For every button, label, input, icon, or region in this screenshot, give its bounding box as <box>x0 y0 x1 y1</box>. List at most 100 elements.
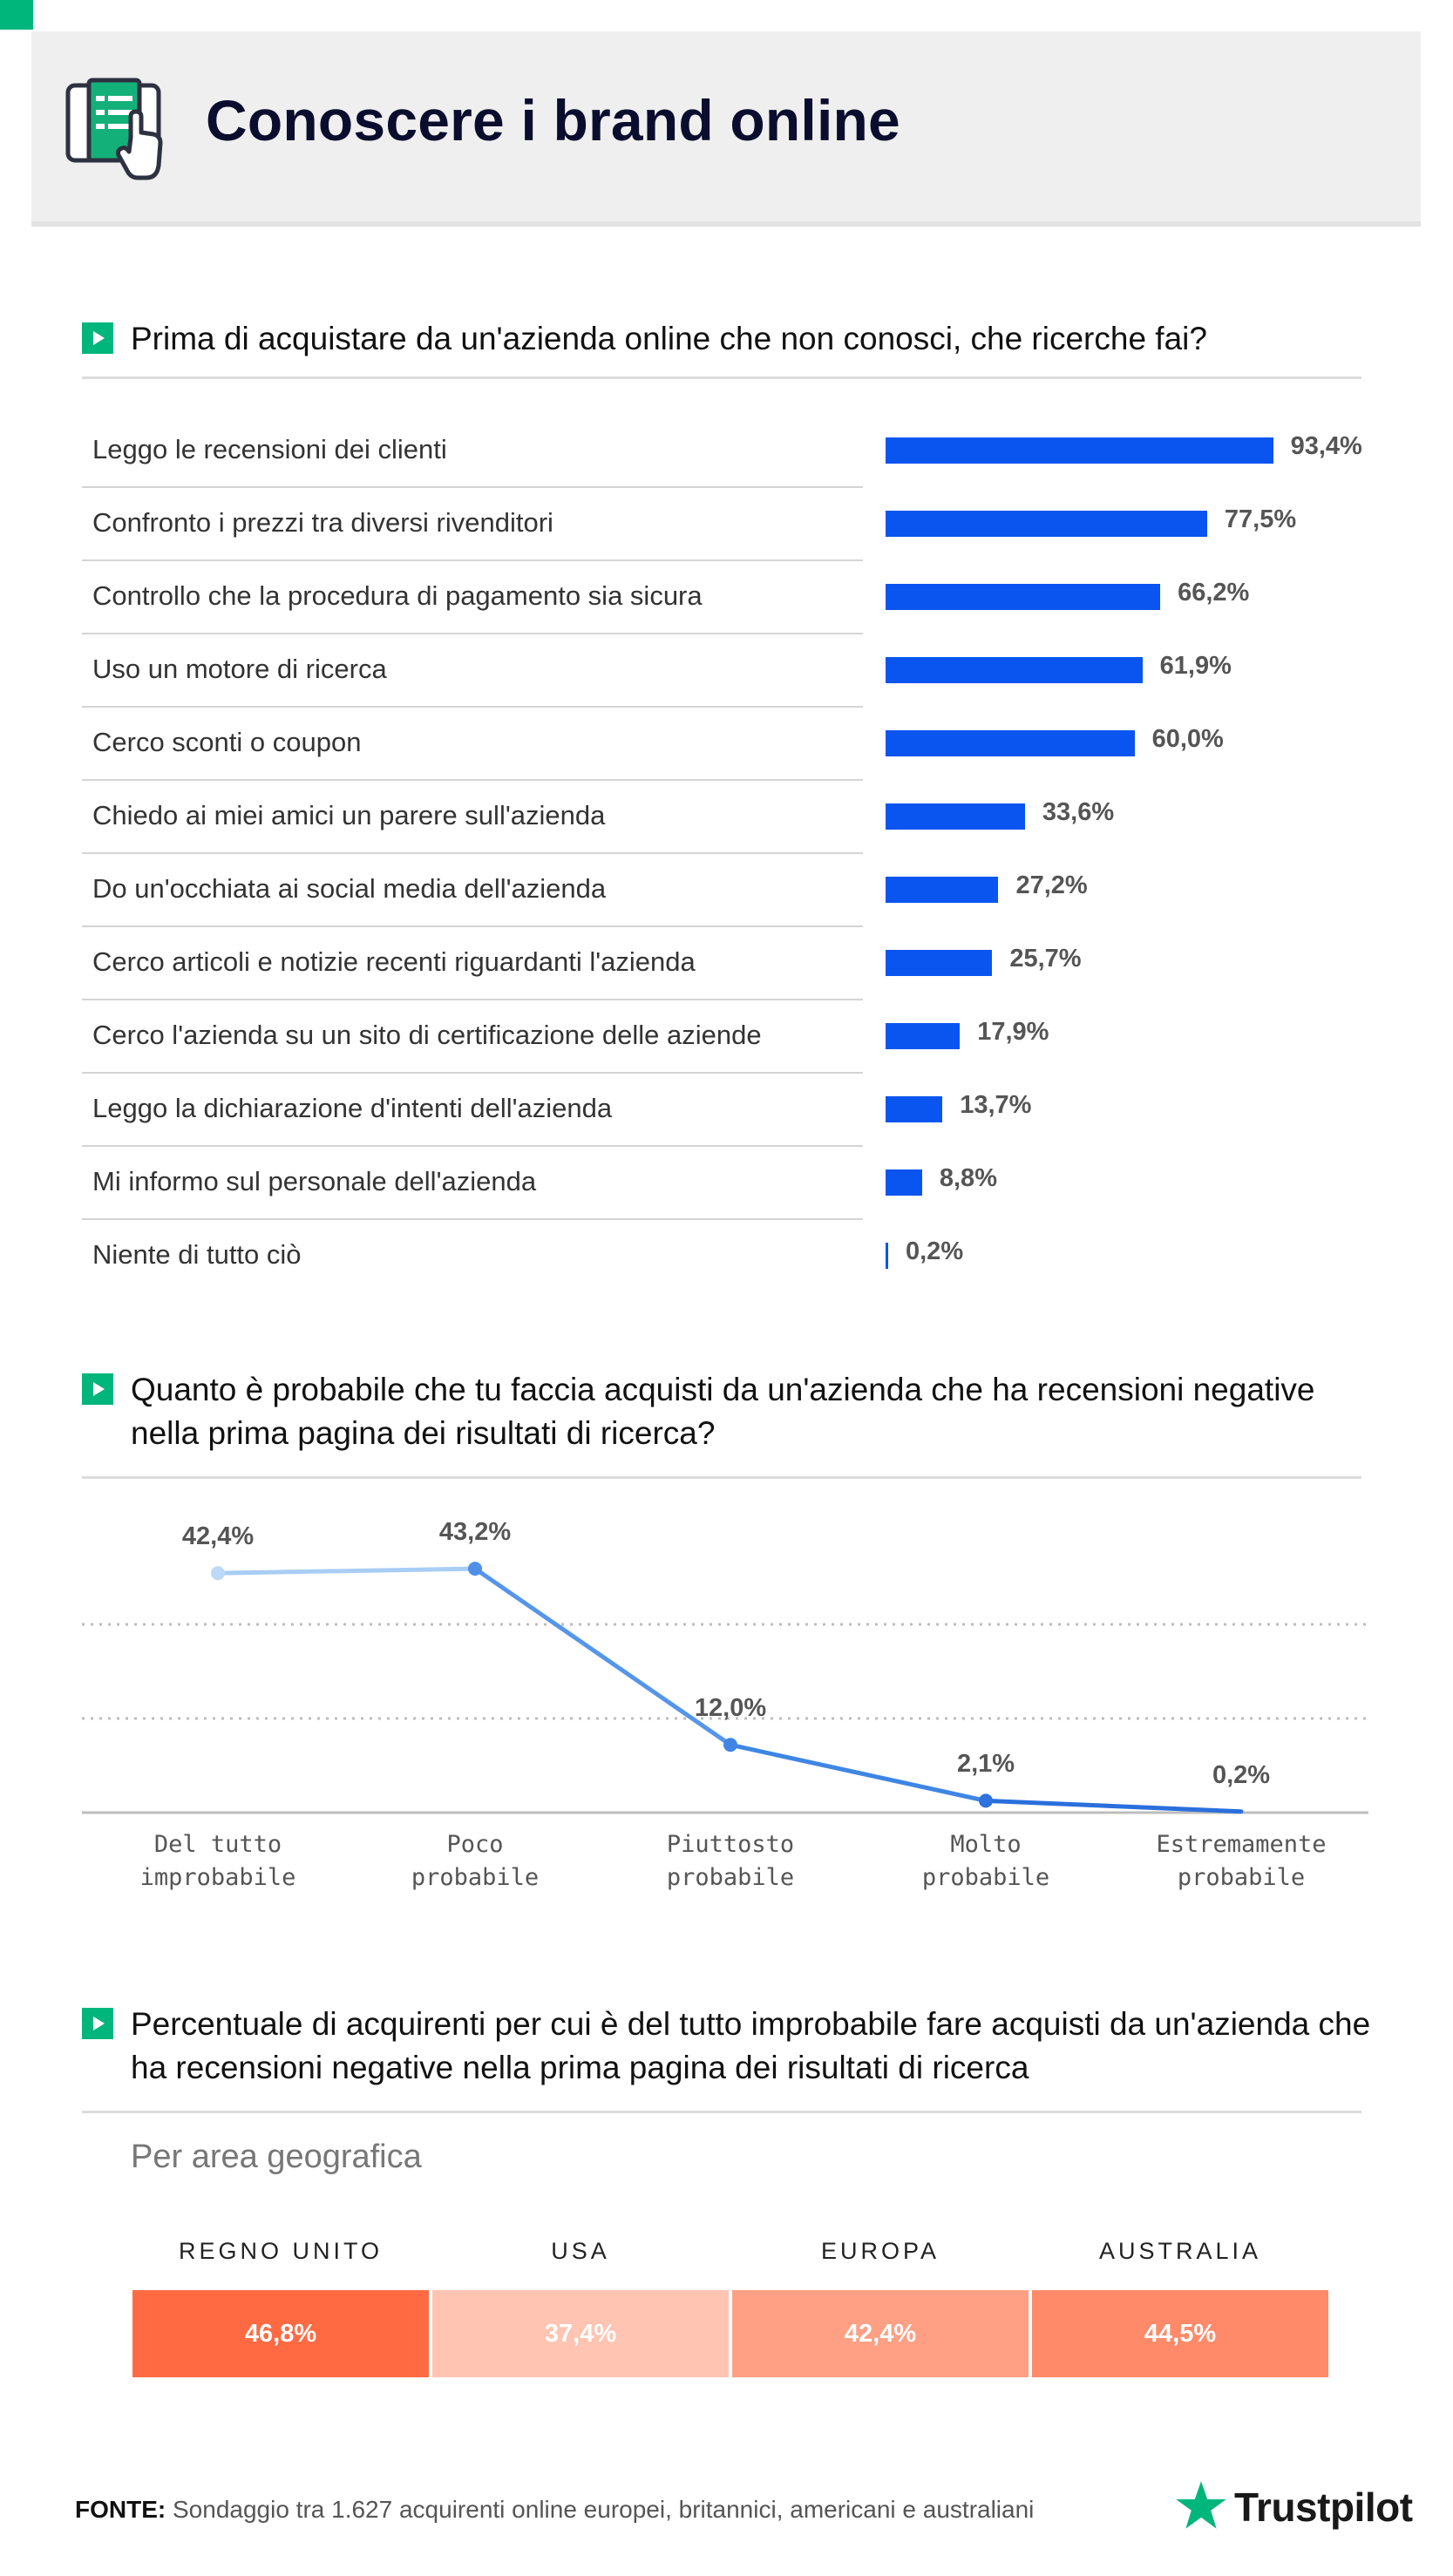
bar-row: Cerco l'azienda su un sito di certificaz… <box>82 1000 1389 1074</box>
section-divider <box>82 1476 1361 1479</box>
bar <box>886 657 1143 683</box>
bar-row: Mi informo sul personale dell'azienda 8,8… <box>82 1147 1389 1220</box>
point-value-label: 43,2% <box>438 1518 512 1547</box>
row-divider <box>82 706 863 708</box>
region-header: EUROPA <box>820 2238 940 2264</box>
bar-value-label: 77,5% <box>1224 505 1297 533</box>
page-title: Conoscere i brand online <box>206 88 900 153</box>
region-value-cell: 46,8% <box>132 2290 429 2377</box>
row-divider <box>82 1218 863 1220</box>
point-value-label: 0,2% <box>1212 1760 1271 1789</box>
bar-row: Leggo la dichiarazione d'intenti dell'az… <box>82 1074 1389 1147</box>
row-divider <box>82 999 863 1000</box>
bar-value-label: 8,8% <box>939 1164 997 1192</box>
point-value-label: 42,4% <box>181 1522 255 1551</box>
data-point <box>723 1738 737 1752</box>
bar <box>886 803 1025 830</box>
bar-category-label: Confronto i prezzi tra diversi rivendito… <box>92 507 553 538</box>
bar-row: Controllo che la procedura di pagamento … <box>82 561 1389 634</box>
bar-value-label: 27,2% <box>1015 871 1088 899</box>
region-header: REGNO UNITO <box>178 2238 383 2264</box>
bar <box>886 1023 961 1049</box>
bar-category-label: Cerco articoli e notizie recenti riguard… <box>92 946 696 977</box>
source-text: Sondaggio tra 1.627 acquirenti online eu… <box>166 2496 1035 2523</box>
bar-row: Chiedo ai miei amici un parere sull'azie… <box>82 781 1389 854</box>
section-divider <box>82 2111 1361 2113</box>
bar <box>886 511 1207 537</box>
x-tick-label: Piuttosto probabile <box>666 1831 795 1891</box>
bar-value-label: 17,9% <box>977 1018 1049 1046</box>
series-line-segment <box>728 1742 988 1803</box>
region-value-cell: 37,4% <box>432 2290 729 2377</box>
bar-value-label: 13,7% <box>960 1091 1032 1119</box>
bar-value-label: 60,0% <box>1151 725 1224 753</box>
trustpilot-logo-text: Trustpilot <box>1234 2484 1413 2530</box>
row-divider <box>82 925 863 927</box>
bar-value-label: 0,2% <box>906 1237 964 1265</box>
series-line-segment <box>983 1798 1244 1814</box>
bar <box>886 877 999 903</box>
corner-accent <box>0 0 33 30</box>
region-value-cell: 44,5% <box>1032 2290 1328 2377</box>
region-subtitle: Per area geografica <box>131 2139 422 2175</box>
bar <box>886 1096 943 1122</box>
bar-row: Confronto i prezzi tra diversi rivendito… <box>82 488 1389 561</box>
bar-value-label: 25,7% <box>1009 945 1082 973</box>
bar-row: Niente di tutto ciò 0,2% <box>82 1220 1389 1293</box>
x-tick-label: Molto probabile <box>921 1831 1050 1891</box>
bar-row: Cerco sconti o coupon 60,0% <box>82 708 1389 781</box>
series-line-segment <box>215 1566 478 1576</box>
row-divider <box>82 1145 863 1147</box>
bar-category-label: Chiedo ai miei amici un parere sull'azie… <box>92 800 606 830</box>
bar-category-label: Leggo le recensioni dei clienti <box>92 434 447 464</box>
bar-category-label: Leggo la dichiarazione d'intenti dell'az… <box>92 1093 613 1123</box>
data-point <box>211 1566 225 1581</box>
row-divider <box>82 486 863 488</box>
question-2: Quanto è probabile che tu faccia acquist… <box>131 1372 1315 1451</box>
bar-category-label: Cerco l'azienda su un sito di certificaz… <box>92 1020 762 1050</box>
bar-category-label: Uso un motore di ricerca <box>92 654 387 684</box>
source-label: FONTE: <box>75 2496 166 2523</box>
x-tick-label: Estremamente probabile <box>1156 1831 1327 1891</box>
region-header: AUSTRALIA <box>1098 2238 1262 2264</box>
play-bullet-icon <box>82 2008 113 2039</box>
bar-category-label: Cerco sconti o coupon <box>92 727 362 757</box>
trustpilot-star-icon <box>1176 2481 1226 2529</box>
bar-category-label: Controllo che la procedura di pagamento … <box>92 580 703 611</box>
region-value-cell: 42,4% <box>732 2290 1029 2377</box>
play-bullet-icon <box>82 1373 113 1405</box>
bar <box>886 950 993 976</box>
question-3: Percentuale di acquirenti per cui è del … <box>131 2006 1371 2085</box>
play-bullet-icon <box>82 322 113 354</box>
bar-category-label: Mi informo sul personale dell'azienda <box>92 1166 537 1196</box>
bar-value-label: 33,6% <box>1042 798 1115 826</box>
bar-value-label: 61,9% <box>1159 652 1232 680</box>
data-point <box>979 1793 993 1808</box>
row-divider <box>82 852 863 854</box>
point-value-label: 2,1% <box>956 1750 1015 1779</box>
bar-row: Cerco articoli e notizie recenti riguard… <box>82 927 1389 1000</box>
bar-row: Leggo le recensioni dei clienti 93,4% <box>82 415 1389 488</box>
series-line-segment <box>472 1566 733 1747</box>
row-divider <box>82 779 863 781</box>
bar-value-label: 93,4% <box>1290 432 1362 460</box>
header-banner: Conoscere i brand online <box>31 31 1421 227</box>
bar <box>886 437 1273 464</box>
bar-value-label: 66,2% <box>1178 579 1250 607</box>
data-point <box>468 1562 482 1576</box>
point-value-label: 12,0% <box>694 1694 767 1723</box>
bar <box>886 1169 922 1196</box>
source-note: FONTE: Sondaggio tra 1.627 acquirenti on… <box>75 2496 1034 2524</box>
bar-category-label: Do un'occhiata ai social media dell'azie… <box>92 873 607 904</box>
tablet-list-icon <box>65 78 163 180</box>
bar <box>886 584 1161 610</box>
section-divider <box>82 376 1361 379</box>
row-divider <box>82 559 863 561</box>
bar-row: Do un'occhiata ai social media dell'azie… <box>82 854 1389 927</box>
question-1: Prima di acquistare da un'azienda online… <box>131 321 1207 356</box>
bar <box>886 730 1135 756</box>
bar-row: Uso un motore di ricerca 61,9% <box>82 634 1389 708</box>
bar-category-label: Niente di tutto ciò <box>92 1239 302 1270</box>
region-header: USA <box>551 2238 610 2264</box>
x-tick-label: Poco probabile <box>411 1831 540 1891</box>
